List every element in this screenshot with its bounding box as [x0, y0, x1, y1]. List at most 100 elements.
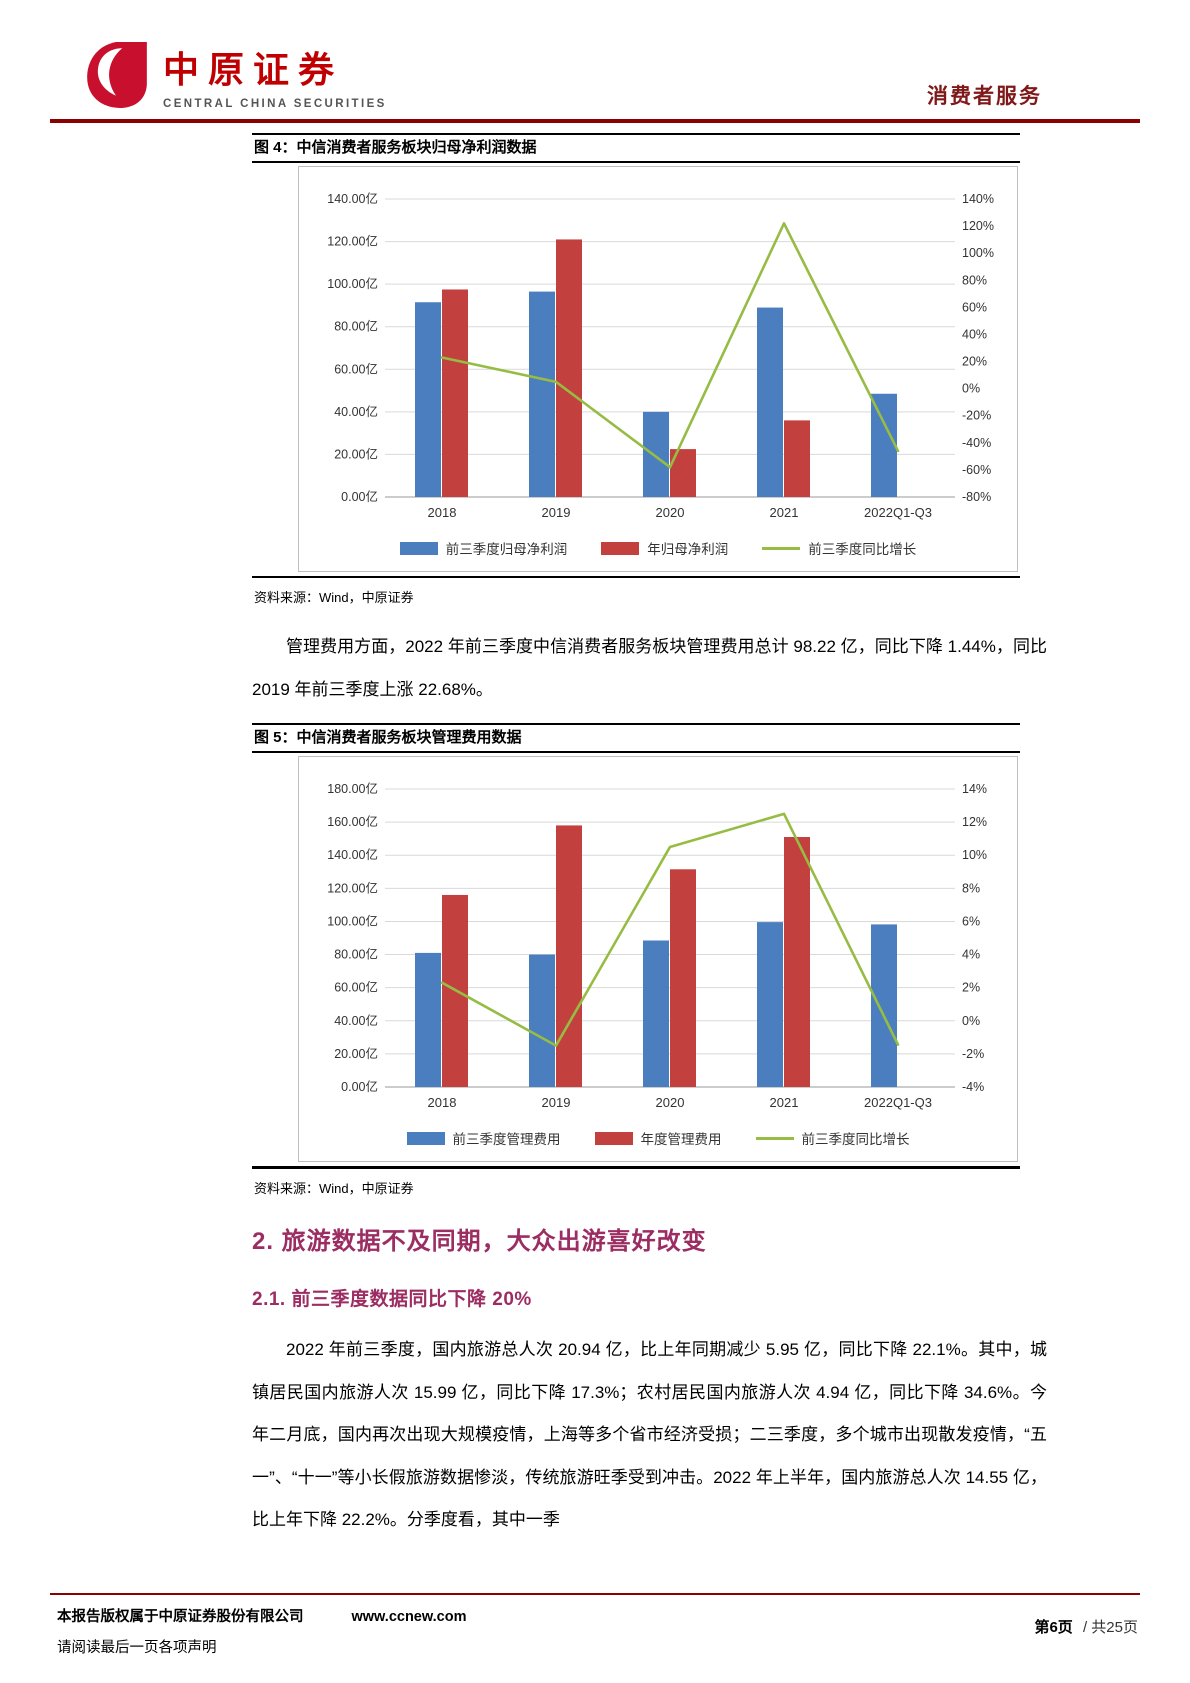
svg-text:0.00亿: 0.00亿: [341, 1079, 378, 1094]
svg-text:-4%: -4%: [962, 1080, 984, 1094]
content-column: 图 4：中信消费者服务板块归母净利润数据 0.00亿 20.00亿 40.00亿 60…: [252, 133, 1047, 1542]
svg-text:140.00亿: 140.00亿: [327, 847, 378, 862]
brand-name-cn: 中原证券: [163, 49, 344, 90]
brand-name-en: CENTRAL CHINA SECURITIES: [163, 97, 387, 110]
paragraph-admin-expense: 管理费用方面，2022 年前三季度中信消费者服务板块管理费用总计 98.22 亿…: [252, 637, 1047, 699]
svg-text:180.00亿: 180.00亿: [327, 781, 378, 796]
legend-swatch-red-bar: [594, 1131, 633, 1145]
figure-5-chart-frame: 0.00亿 20.00亿 40.00亿 60.00亿 80.00亿 100.00亿 120.…: [298, 756, 1018, 1162]
legend-swatch-green-line: [762, 546, 801, 550]
svg-text:-2%: -2%: [962, 1047, 984, 1061]
svg-text:8%: 8%: [962, 881, 980, 895]
svg-text:0%: 0%: [962, 1014, 980, 1028]
figure-5-source: 资料来源：Wind，中原证券: [254, 1181, 414, 1196]
page-current: 第6页: [1034, 1619, 1073, 1636]
svg-text:12%: 12%: [962, 815, 987, 829]
legend-item: 年归母净利润: [601, 538, 728, 558]
svg-text:120.00亿: 120.00亿: [327, 880, 378, 895]
svg-text:120%: 120%: [962, 219, 994, 233]
header-divider: [50, 119, 1140, 123]
svg-text:2021: 2021: [770, 1095, 799, 1110]
legend-swatch-red-bar: [601, 541, 640, 555]
svg-text:40.00亿: 40.00亿: [334, 1013, 378, 1028]
figure-5-bottom-rule: [252, 1166, 1020, 1169]
svg-text:2018: 2018: [428, 1095, 457, 1110]
page-total: / 共25页: [1082, 1619, 1138, 1636]
legend-item: 前三季度管理费用: [406, 1128, 561, 1148]
footer-url-link[interactable]: www.ccnew.com: [351, 1609, 467, 1625]
figure-5-legend: 前三季度管理费用 年度管理费用 前三季度同比增长: [299, 1117, 1017, 1159]
section-2-1-heading: 2.1. 前三季度数据同比下降 20%: [252, 1289, 532, 1310]
brand: 中原证券 CENTRAL CHINA SECURITIES: [85, 40, 387, 110]
svg-text:6%: 6%: [962, 914, 980, 928]
svg-text:20%: 20%: [962, 355, 987, 369]
svg-text:2022Q1-Q3: 2022Q1-Q3: [864, 505, 932, 520]
svg-text:80%: 80%: [962, 273, 987, 287]
legend-label: 年度管理费用: [640, 1132, 722, 1147]
svg-text:100.00亿: 100.00亿: [327, 276, 378, 291]
svg-text:80.00亿: 80.00亿: [334, 947, 378, 962]
legend-item: 前三季度同比增长: [755, 1128, 910, 1148]
report-category-label: 消费者服务: [927, 85, 1042, 108]
svg-text:20.00亿: 20.00亿: [334, 1046, 378, 1061]
figure-5: 图 5：中信消费者服务板块管理费用数据 0.00亿 20.00亿 40.00亿 60.…: [252, 723, 1020, 1197]
section-2-heading: 2. 旅游数据不及同期，大众出游喜好改变: [252, 1228, 707, 1255]
svg-text:40.00亿: 40.00亿: [334, 404, 378, 419]
svg-text:0%: 0%: [962, 382, 980, 396]
legend-swatch-blue-bar: [399, 541, 438, 555]
svg-text:2019: 2019: [542, 1095, 571, 1110]
svg-text:-40%: -40%: [962, 436, 991, 450]
svg-text:100%: 100%: [962, 246, 994, 260]
figure-5-title: 图 5：中信消费者服务板块管理费用数据: [252, 723, 1020, 753]
svg-text:120.00亿: 120.00亿: [327, 234, 378, 249]
svg-text:14%: 14%: [962, 782, 987, 796]
legend-label: 前三季度同比增长: [801, 1132, 910, 1147]
svg-text:10%: 10%: [962, 848, 987, 862]
legend-swatch-green-line: [755, 1136, 794, 1140]
svg-text:2022Q1-Q3: 2022Q1-Q3: [864, 1095, 932, 1110]
footer-copyright: 本报告版权属于中原证券股份有限公司: [57, 1609, 304, 1625]
svg-text:2020: 2020: [656, 505, 685, 520]
svg-text:-60%: -60%: [962, 463, 991, 477]
svg-text:140.00亿: 140.00亿: [327, 191, 378, 206]
figure-4-bottom-rule: [252, 576, 1020, 578]
svg-text:60.00亿: 60.00亿: [334, 361, 378, 376]
footer-disclaimer: 请阅读最后一页各项声明: [57, 1640, 217, 1656]
figure-4-legend: 前三季度归母净利润 年归母净利润 前三季度同比增长: [299, 527, 1017, 569]
svg-text:20.00亿: 20.00亿: [334, 446, 378, 461]
legend-swatch-blue-bar: [406, 1131, 445, 1145]
paragraph-tourism-data: 2022 年前三季度，国内旅游总人次 20.94 亿，比上年同期减少 5.95 …: [252, 1340, 1047, 1529]
admin-expense-chart: 0.00亿 20.00亿 40.00亿 60.00亿 80.00亿 100.00亿 120.…: [327, 781, 987, 1110]
legend-item: 前三季度同比增长: [762, 538, 916, 558]
legend-label: 前三季度同比增长: [808, 542, 917, 557]
svg-text:2018: 2018: [428, 505, 457, 520]
footer-left: 本报告版权属于中原证券股份有限公司 www.ccnew.com 请阅读最后一页各…: [57, 1605, 466, 1657]
figure-4-source: 资料来源：Wind，中原证券: [254, 590, 414, 605]
svg-text:-20%: -20%: [962, 409, 991, 423]
figure-4-chart-frame: 0.00亿 20.00亿 40.00亿 60.00亿 80.00亿 100.00亿 120.…: [298, 166, 1018, 572]
svg-text:4%: 4%: [962, 948, 980, 962]
svg-text:40%: 40%: [962, 327, 987, 341]
svg-text:80.00亿: 80.00亿: [334, 319, 378, 334]
net-profit-chart: 0.00亿 20.00亿 40.00亿 60.00亿 80.00亿 100.00亿 120.…: [327, 191, 994, 520]
legend-label: 前三季度管理费用: [452, 1132, 561, 1147]
svg-text:2020: 2020: [656, 1095, 685, 1110]
figure-4-title: 图 4：中信消费者服务板块归母净利润数据: [252, 133, 1020, 163]
legend-label: 前三季度归母净利润: [445, 542, 568, 557]
legend-item: 年度管理费用: [594, 1128, 722, 1148]
svg-text:160.00亿: 160.00亿: [327, 814, 378, 829]
svg-text:60.00亿: 60.00亿: [334, 980, 378, 995]
svg-text:100.00亿: 100.00亿: [327, 913, 378, 928]
figure-4: 图 4：中信消费者服务板块归母净利润数据 0.00亿 20.00亿 40.00亿 60…: [252, 133, 1020, 606]
svg-text:140%: 140%: [962, 192, 994, 206]
svg-text:60%: 60%: [962, 300, 987, 314]
svg-text:-80%: -80%: [962, 490, 991, 504]
legend-label: 年归母净利润: [647, 542, 729, 557]
svg-text:2%: 2%: [962, 981, 980, 995]
brand-logo-icon: [87, 42, 147, 108]
brand-text: 中原证券 CENTRAL CHINA SECURITIES: [163, 41, 387, 110]
svg-text:2021: 2021: [770, 505, 799, 520]
legend-item: 前三季度归母净利润: [399, 538, 568, 558]
footer-page-number: 第6页 / 共25页: [1034, 1616, 1138, 1637]
